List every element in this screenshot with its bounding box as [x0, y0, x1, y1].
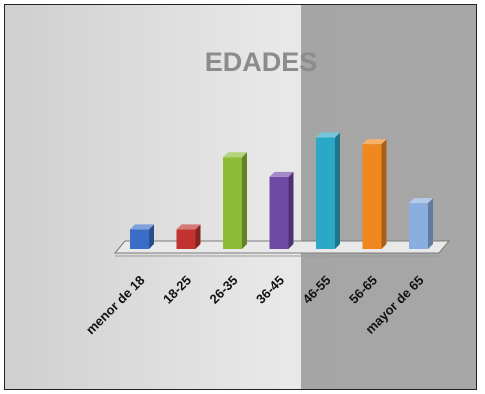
bar — [362, 139, 387, 249]
bar-front — [409, 203, 428, 249]
x-tick-label: 56-65 — [346, 273, 380, 307]
bar-top — [409, 198, 433, 204]
bar-front — [223, 157, 242, 249]
x-tick-label: 26-35 — [207, 273, 241, 307]
bar-top — [176, 224, 201, 230]
x-tick-label: menor de 18 — [83, 273, 148, 338]
bar — [176, 224, 201, 249]
bar-top — [269, 171, 294, 177]
chart-title: EDADES — [205, 47, 318, 77]
bar-side — [195, 224, 201, 249]
bar-side — [149, 224, 154, 249]
bar-chart: EDADES menor de 18 18-25 26-35 36-45 46-55 56… — [83, 47, 451, 338]
bar — [316, 132, 340, 249]
bars — [130, 132, 433, 249]
bar — [269, 171, 294, 249]
x-tick-label: 18-25 — [160, 273, 194, 307]
bar — [409, 198, 433, 249]
bar-top — [316, 132, 340, 138]
bar-side — [428, 198, 433, 249]
bar-top — [223, 152, 247, 158]
bar-front — [362, 144, 382, 249]
x-tick-label: 46-55 — [300, 273, 334, 307]
bar-front — [176, 229, 196, 249]
bar — [223, 152, 247, 249]
bar-side — [288, 171, 294, 249]
bar-front — [269, 176, 289, 249]
x-tick-label: 36-45 — [253, 273, 287, 307]
bar-side — [381, 139, 387, 249]
bar-top — [362, 139, 387, 145]
bar-front — [316, 137, 335, 249]
bar-top — [130, 224, 154, 230]
x-tick-labels: menor de 18 18-25 26-35 36-45 46-55 56-65mayo… — [83, 273, 427, 338]
chart-frame: EDADES menor de 18 18-25 26-35 36-45 46-55 56… — [4, 4, 477, 390]
bar-front — [130, 229, 149, 249]
bar-side — [335, 132, 340, 249]
bar — [130, 224, 154, 249]
bar-side — [242, 152, 247, 249]
